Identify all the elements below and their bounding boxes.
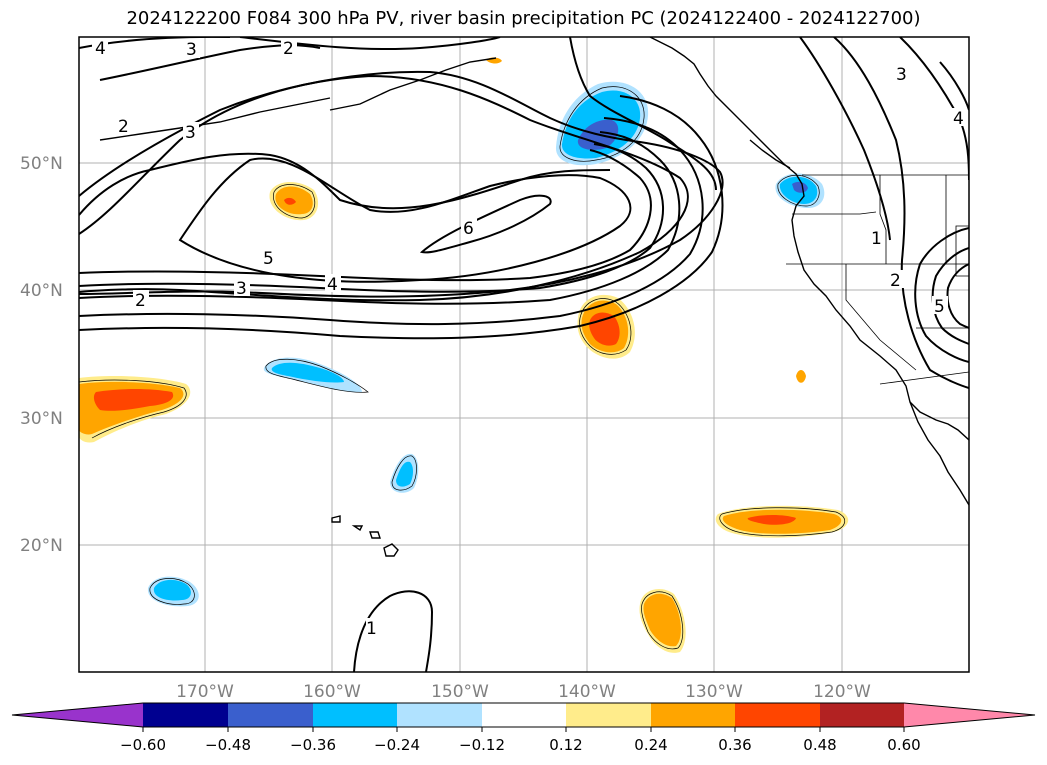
lat-label-40n: 40°N	[20, 281, 63, 301]
outline-band	[265, 358, 369, 393]
lon-label-170w: 170°W	[176, 682, 234, 702]
colorbar-segment	[735, 703, 820, 727]
precip-125w-red	[747, 515, 796, 525]
border-wa-or	[792, 211, 877, 215]
colorbar-segment	[313, 703, 397, 727]
contour-label: 1	[366, 619, 377, 639]
border-us-mexico	[879, 371, 969, 385]
contour-label: 4	[327, 275, 338, 295]
contour-label: 3	[896, 65, 907, 85]
pv-low-outer	[914, 227, 969, 363]
colorbar-segment	[228, 703, 313, 727]
colorbar-extend-low	[12, 703, 143, 727]
pv-contour-3a	[79, 74, 689, 302]
outline-gulf-alaska	[559, 86, 645, 162]
lat-label-50n: 50°N	[20, 154, 63, 174]
map-background	[79, 37, 969, 672]
contour-label: 2	[283, 39, 294, 59]
coast-vancouver	[749, 139, 791, 169]
contour-label: 2	[135, 291, 146, 311]
colorbar-tick-label: 0.12	[549, 736, 582, 754]
hawaii-island-kauai	[331, 515, 341, 523]
pv-contour-1-bottom	[353, 590, 434, 672]
colorbar-segment	[143, 703, 228, 727]
precip-135w-orange	[643, 593, 681, 647]
map-title: 2024122200 F084 300 hPa PV, river basin …	[126, 8, 921, 29]
colorbar-tick-label: −0.60	[120, 736, 166, 754]
lon-label-130w: 130°W	[685, 682, 743, 702]
pv-contour-north-bc	[569, 37, 717, 191]
contour-label: 3	[185, 123, 196, 143]
hawaii-island-maui	[369, 531, 381, 539]
coast-north-america	[649, 37, 969, 506]
outline-135w	[641, 591, 684, 650]
contour-label: 5	[263, 249, 274, 269]
precip-hawaii-north-blue	[396, 461, 413, 487]
contour-label: 2	[890, 271, 901, 291]
precip-163w-red	[284, 197, 296, 205]
colorbar-tick-label: 0.24	[634, 736, 667, 754]
contour-label: 6	[463, 219, 474, 239]
lon-label-160w: 160°W	[303, 682, 361, 702]
pv-trough-4	[939, 61, 969, 111]
pv-low-inner	[946, 263, 969, 329]
coast-gulf-of-california	[909, 401, 969, 441]
outline-sw	[149, 578, 195, 605]
colorbar-tick-label: −0.12	[459, 736, 505, 754]
precip-sw-blue	[153, 579, 191, 601]
lat-label-20n: 20°N	[20, 536, 63, 556]
gridlines	[79, 37, 969, 672]
contour-label: 2	[118, 117, 129, 137]
colorbar-tick-label: −0.36	[290, 736, 336, 754]
pv-trough-2	[833, 37, 969, 389]
colorbar: −0.60 −0.48 −0.36 −0.24 −0.12 0.12 0.24 …	[11, 702, 1036, 754]
colorbar-segment	[651, 703, 735, 727]
colorbar-tick-label: −0.48	[205, 736, 251, 754]
contour-labels: 4 3 2 2 3 6 5 4 3 2 1 2 5 3 4 1	[92, 38, 967, 639]
pv-contour-top-2	[99, 44, 321, 81]
colorbar-extend-high	[904, 703, 1035, 727]
colorbar-segment	[820, 703, 904, 727]
hawaii-island-oahu	[351, 525, 364, 532]
outline-west	[79, 379, 187, 439]
colorbar-segment	[397, 703, 482, 727]
colorbar-segment	[482, 703, 566, 727]
colorbar-tick-label: 0.48	[803, 736, 836, 754]
lon-label-120w: 120°W	[813, 682, 871, 702]
contour-label: 4	[95, 39, 106, 59]
contour-label: 4	[953, 109, 964, 129]
outline-125w	[719, 507, 845, 537]
outline-163w	[273, 184, 316, 219]
contour-label: 1	[871, 229, 882, 249]
border-nv-ut	[955, 225, 969, 277]
precip-small-coast	[796, 370, 806, 383]
lon-label-150w: 150°W	[431, 682, 489, 702]
border-ca-nv	[845, 264, 917, 371]
pv-jet-1	[79, 149, 652, 282]
lat-label-30n: 30°N	[20, 409, 63, 429]
lon-label-140w: 140°W	[558, 682, 616, 702]
precip-west-red	[93, 389, 174, 411]
map-frame	[78, 36, 970, 673]
colorbar-tick-label: 0.60	[887, 736, 920, 754]
colorbar-tick-label: 0.36	[718, 736, 751, 754]
colorbar-segment	[566, 703, 651, 727]
outline-hawaii-north	[391, 455, 417, 491]
contour-label: 5	[934, 297, 945, 317]
pv-jet-3	[79, 131, 681, 305]
pv-contour-1-trough	[799, 37, 891, 241]
pv-jet-5	[79, 95, 724, 340]
hawaii-island-big	[383, 543, 399, 557]
precip-band-blue	[271, 362, 344, 383]
colorbar-tick-label: −0.24	[374, 736, 420, 754]
contour-label: 3	[186, 40, 197, 60]
precip-washington-core	[792, 181, 808, 193]
coast-alaska-pen	[99, 97, 331, 141]
contour-label: 3	[236, 279, 247, 299]
outline-138w	[579, 298, 632, 355]
political-borders	[786, 174, 969, 385]
precip-shading	[79, 57, 849, 653]
